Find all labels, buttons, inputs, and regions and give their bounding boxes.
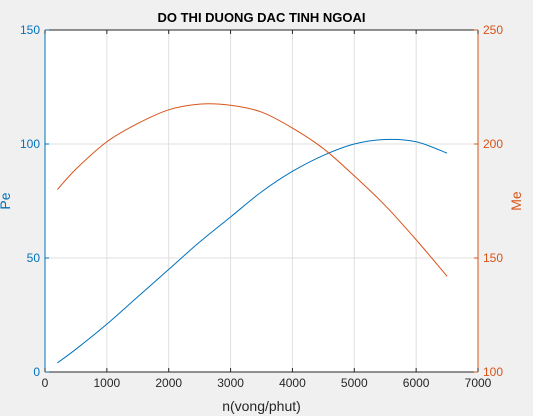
x-tick-label: 0 <box>42 376 49 390</box>
y-right-tick-label: 250 <box>483 23 503 37</box>
y-right-tick-label: 150 <box>483 251 503 265</box>
x-tick-label: 3000 <box>217 376 244 390</box>
x-tick-label: 5000 <box>341 376 368 390</box>
y-left-tick-label: 150 <box>20 23 40 37</box>
plot-area <box>45 30 478 372</box>
x-tick-label: 4000 <box>279 376 306 390</box>
x-tick-label: 2000 <box>155 376 182 390</box>
x-tick-label: 1000 <box>94 376 121 390</box>
x-tick-label: 7000 <box>465 376 492 390</box>
y-left-tick-label: 0 <box>33 365 40 379</box>
grid-lines <box>45 30 478 372</box>
y-axis-left-label: Pe <box>0 192 13 209</box>
series-layer <box>57 103 448 364</box>
axes: 0 1000 2000 3000 4000 5000 6000 7000 0 50 100 150 10… <box>20 23 503 390</box>
y-left-tick-label: 100 <box>20 137 40 151</box>
series-line-pe <box>57 138 448 364</box>
y-right-tick-label: 100 <box>483 365 503 379</box>
y-right-tick-label: 200 <box>483 137 503 151</box>
y-axis-right-label: Me <box>508 191 524 211</box>
x-tick-label: 6000 <box>403 376 430 390</box>
chart-title: DO THI DUONG DAC TINH NGOAI <box>158 10 366 25</box>
x-axis-label: n(vong/phut) <box>222 398 301 414</box>
y-left-tick-label: 50 <box>27 251 41 265</box>
series-line-me <box>57 103 448 277</box>
